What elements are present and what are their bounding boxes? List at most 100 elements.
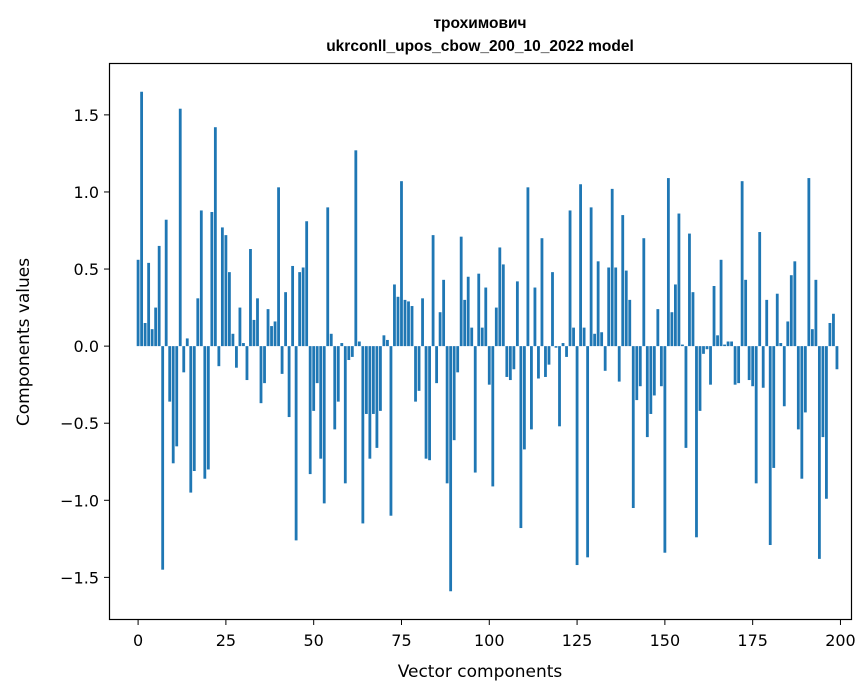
bar-119 <box>554 346 558 348</box>
bar-22 <box>213 127 217 347</box>
bar-15 <box>189 346 193 493</box>
bar-99 <box>484 287 488 347</box>
bar-97 <box>477 273 481 347</box>
bar-193 <box>814 279 818 347</box>
bar-140 <box>628 299 632 347</box>
bar-184 <box>782 346 786 407</box>
bar-133 <box>603 346 607 371</box>
bar-35 <box>259 346 263 404</box>
bar-121 <box>561 343 565 347</box>
bar-47 <box>301 267 305 347</box>
bar-98 <box>480 327 484 347</box>
bar-64 <box>361 346 365 524</box>
bar-5 <box>154 307 158 347</box>
bar-26 <box>228 272 231 347</box>
bar-60 <box>347 346 351 361</box>
bar-25 <box>224 235 228 347</box>
bar-57 <box>336 346 340 402</box>
bar-94 <box>466 276 470 347</box>
bar-183 <box>779 343 783 347</box>
bar-149 <box>659 346 663 387</box>
bar-4 <box>150 329 154 347</box>
bar-71 <box>386 339 389 347</box>
bar-165 <box>716 335 719 347</box>
y-tick-label: −1.0 <box>60 491 99 510</box>
bar-155 <box>681 344 684 347</box>
bar-101 <box>491 346 495 487</box>
bar-43 <box>287 346 291 418</box>
bar-50 <box>312 346 316 411</box>
bar-127 <box>582 327 586 347</box>
bar-185 <box>786 321 790 347</box>
bar-143 <box>638 346 642 387</box>
bar-163 <box>709 346 712 385</box>
bar-92 <box>459 236 463 347</box>
bar-141 <box>631 346 635 509</box>
bar-36 <box>263 346 266 384</box>
bar-129 <box>589 207 593 347</box>
bar-87 <box>442 279 446 347</box>
bar-144 <box>642 238 646 347</box>
bar-14 <box>185 338 189 347</box>
bar-126 <box>579 184 582 347</box>
bar-10 <box>171 346 175 464</box>
bar-72 <box>389 346 393 516</box>
bar-58 <box>340 343 344 347</box>
bar-172 <box>740 181 744 347</box>
bar-136 <box>614 267 618 347</box>
bar-21 <box>210 212 214 347</box>
bar-134 <box>607 267 611 347</box>
bar-78 <box>410 306 414 347</box>
bar-95 <box>470 327 474 347</box>
y-tick-label: 1.5 <box>74 106 99 125</box>
plot-frame <box>108 62 853 621</box>
bar-13 <box>182 346 186 373</box>
chart-title: трохимович <box>433 15 526 32</box>
bar-168 <box>726 341 730 347</box>
bar-194 <box>817 346 821 559</box>
bar-151 <box>666 178 670 347</box>
bar-75 <box>400 181 403 347</box>
bar-61 <box>350 346 354 357</box>
bar-154 <box>677 213 681 347</box>
bar-182 <box>775 293 779 347</box>
chart-subtitle: ukrconll_upos_cbow_200_10_2022 model <box>326 38 634 55</box>
bar-6 <box>157 245 161 347</box>
bar-56 <box>333 346 337 430</box>
bar-186 <box>789 275 793 347</box>
bar-171 <box>737 346 741 384</box>
bar-19 <box>203 346 207 479</box>
bar-148 <box>656 309 660 347</box>
bar-76 <box>403 299 407 347</box>
bar-11 <box>175 346 179 447</box>
bar-40 <box>277 187 280 347</box>
bar-107 <box>512 346 516 370</box>
bar-51 <box>315 346 319 384</box>
bar-198 <box>832 313 835 347</box>
bar-42 <box>284 292 287 347</box>
bar-68 <box>375 346 379 448</box>
x-tick-label: 200 <box>825 631 856 650</box>
bar-128 <box>586 346 590 558</box>
bar-160 <box>698 346 702 411</box>
bar-9 <box>168 346 172 402</box>
bar-90 <box>452 346 456 441</box>
bar-196 <box>825 346 828 499</box>
bar-series <box>136 91 839 592</box>
bar-34 <box>256 298 259 347</box>
bar-37 <box>266 309 270 347</box>
bar-83 <box>428 346 431 461</box>
bar-116 <box>544 346 547 377</box>
bar-33 <box>252 319 256 347</box>
bar-110 <box>522 346 526 450</box>
bar-195 <box>821 346 825 438</box>
bar-24 <box>220 227 224 347</box>
bar-7 <box>161 346 165 570</box>
bar-139 <box>624 270 628 347</box>
x-tick-label: 100 <box>474 631 505 650</box>
bar-30 <box>242 343 245 347</box>
bar-23 <box>217 346 221 367</box>
bar-105 <box>505 346 509 377</box>
